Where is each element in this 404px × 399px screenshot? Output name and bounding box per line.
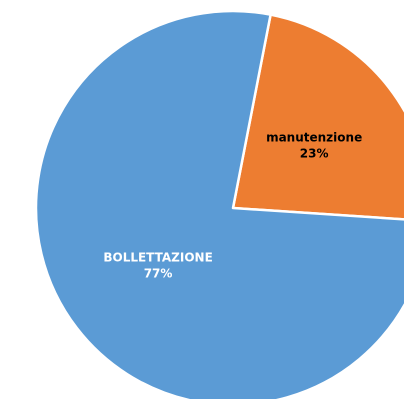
- pie-slice-manutenzione: [231, 13, 404, 221]
- slice-category-label: manutenzione: [266, 130, 362, 144]
- pie-slice-bollettazione: [34, 9, 404, 399]
- slice-value-label: 77%: [144, 267, 173, 281]
- slice-category-label: BOLLETTAZIONE: [103, 251, 212, 265]
- slice-value-label: 23%: [300, 146, 329, 160]
